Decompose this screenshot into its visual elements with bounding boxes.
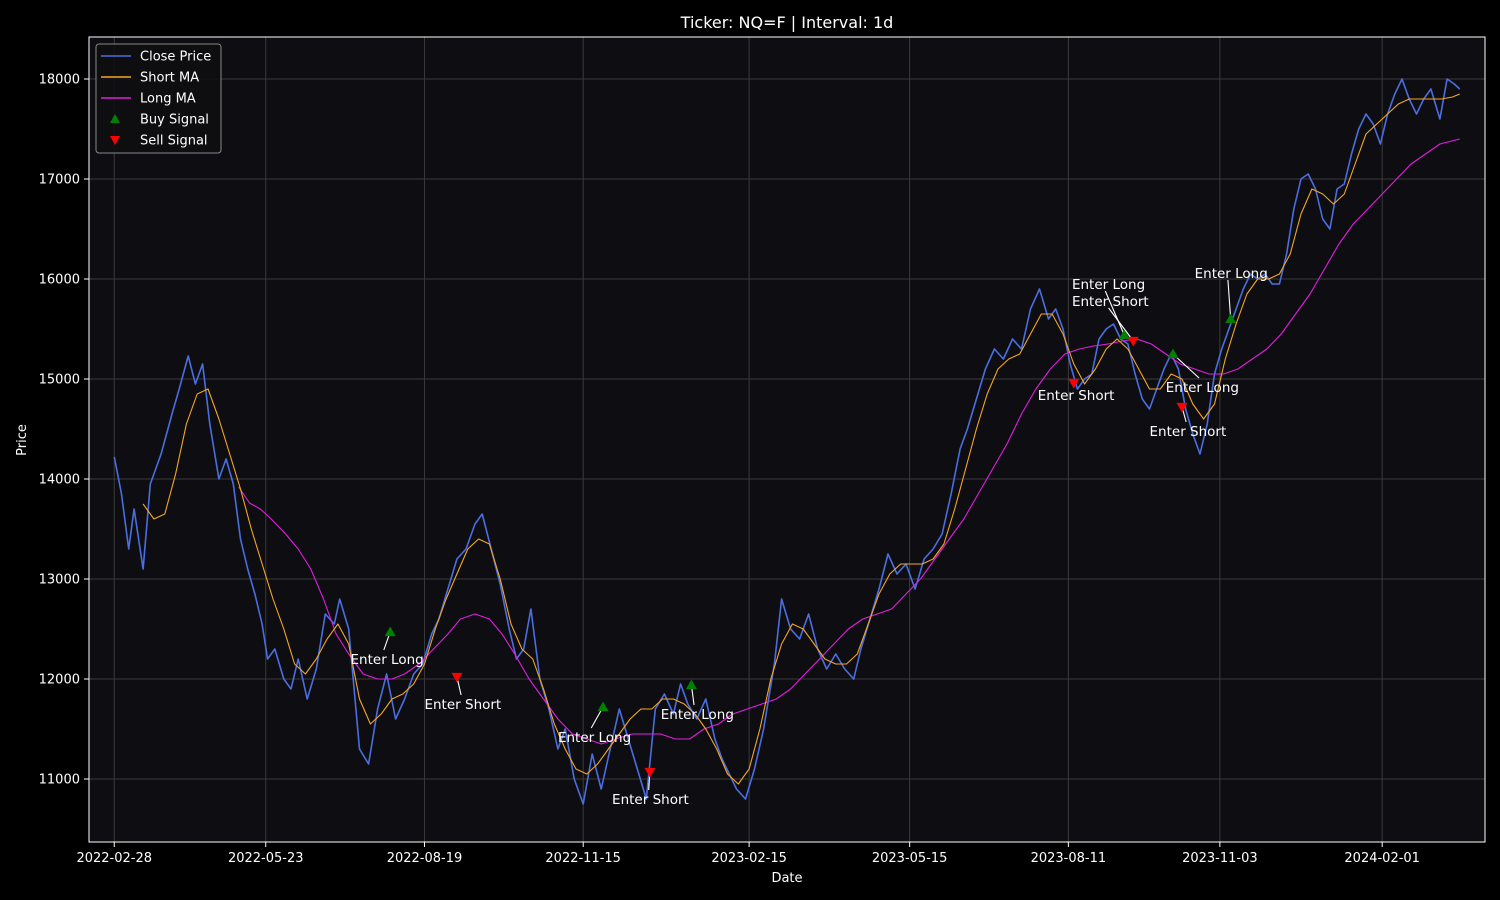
y-tick-label: 18000 <box>39 73 80 88</box>
y-tick-label: 16000 <box>39 273 80 288</box>
y-axis: 11000 12000 13000 14000 15000 16000 17000 18000 <box>39 73 89 788</box>
signal-annotation: Enter Short <box>1072 294 1149 310</box>
series-layer <box>113 78 1461 805</box>
annotation-arrow <box>1108 307 1134 342</box>
y-tick-label: 11000 <box>39 773 80 788</box>
x-tick-label: 2023-02-15 <box>711 851 787 866</box>
legend-swatch <box>110 114 120 123</box>
y-axis-label: Price <box>15 424 30 456</box>
buy-signal-marker <box>685 679 697 690</box>
legend-label: Sell Signal <box>140 134 208 149</box>
signal-annotation: Enter Long <box>1166 380 1239 396</box>
y-tick-label: 17000 <box>39 173 80 188</box>
signal-annotation: Enter Short <box>612 792 689 808</box>
legend-label: Buy Signal <box>140 113 209 128</box>
legend-label: Close Price <box>140 50 211 65</box>
x-tick-label: 2022-08-19 <box>387 851 463 866</box>
sell-signal-marker <box>1068 378 1080 389</box>
buy-signal-marker <box>384 626 396 637</box>
buy-signal-marker <box>1118 329 1130 340</box>
legend-box <box>95 43 222 154</box>
signal-annotation: Enter Long <box>1072 277 1145 293</box>
signal-annotation: Enter Long <box>1195 266 1268 282</box>
signal-annotation: Enter Long <box>351 652 424 668</box>
signal-annotation: Enter Long <box>558 730 631 746</box>
close-series-line <box>113 78 1461 805</box>
x-tick-label: 2022-11-15 <box>545 851 621 866</box>
x-axis-label: Date <box>771 871 802 886</box>
signal-annotation: Enter Short <box>1150 424 1227 440</box>
y-tick-label: 15000 <box>39 373 80 388</box>
buy-signal-marker <box>1225 313 1237 324</box>
signal-annotation: Enter Short <box>424 697 501 713</box>
long-ma-series-line <box>238 138 1460 745</box>
legend-label: Short MA <box>140 71 199 86</box>
plot-area <box>89 37 1485 842</box>
x-tick-label: 2022-02-28 <box>76 851 152 866</box>
signal-markers <box>384 313 1237 778</box>
x-tick-label: 2023-08-11 <box>1031 851 1107 866</box>
x-tick-label: 2023-05-15 <box>872 851 948 866</box>
chart-title: Ticker: NQ=F | Interval: 1d <box>680 13 894 32</box>
legend: Close Price Short MA Long MA Buy Signal Sell… <box>95 43 222 154</box>
sell-signal-marker <box>1127 336 1139 347</box>
signal-annotation: Enter Short <box>1038 388 1115 404</box>
signal-annotation: Enter Long <box>661 707 734 723</box>
annotation-arrow <box>1104 290 1125 336</box>
grid <box>89 37 1485 842</box>
short-ma-series-line <box>142 93 1460 785</box>
x-tick-label: 2024-02-01 <box>1344 851 1420 866</box>
annotations: Enter Long Enter Long Enter Long Enter Long… <box>351 266 1268 808</box>
buy-signal-marker <box>1167 348 1179 359</box>
legend-swatch <box>110 136 120 145</box>
sell-signal-marker <box>1176 402 1188 413</box>
y-tick-label: 13000 <box>39 573 80 588</box>
x-axis: 2022-02-28 2022-05-23 2022-08-19 2022-11-15… <box>76 842 1420 866</box>
legend-label: Long MA <box>140 92 196 107</box>
y-tick-label: 12000 <box>39 673 80 688</box>
annotation-arrow <box>1227 279 1232 320</box>
buy-signal-marker <box>597 701 609 712</box>
sell-signal-marker <box>644 767 656 778</box>
y-tick-label: 14000 <box>39 473 80 488</box>
plot-frame <box>88 36 1486 843</box>
x-tick-label: 2022-05-23 <box>228 851 304 866</box>
x-tick-label: 2023-11-03 <box>1182 851 1258 866</box>
sell-signal-marker <box>451 672 463 683</box>
